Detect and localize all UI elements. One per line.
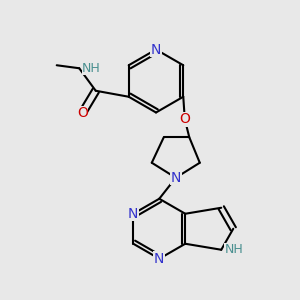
Text: O: O bbox=[179, 112, 190, 126]
Text: N: N bbox=[171, 171, 181, 185]
Text: N: N bbox=[151, 43, 161, 56]
Text: NH: NH bbox=[224, 243, 243, 256]
Text: N: N bbox=[128, 207, 139, 221]
Text: O: O bbox=[77, 106, 88, 120]
Text: NH: NH bbox=[82, 62, 101, 75]
Text: N: N bbox=[154, 252, 164, 266]
